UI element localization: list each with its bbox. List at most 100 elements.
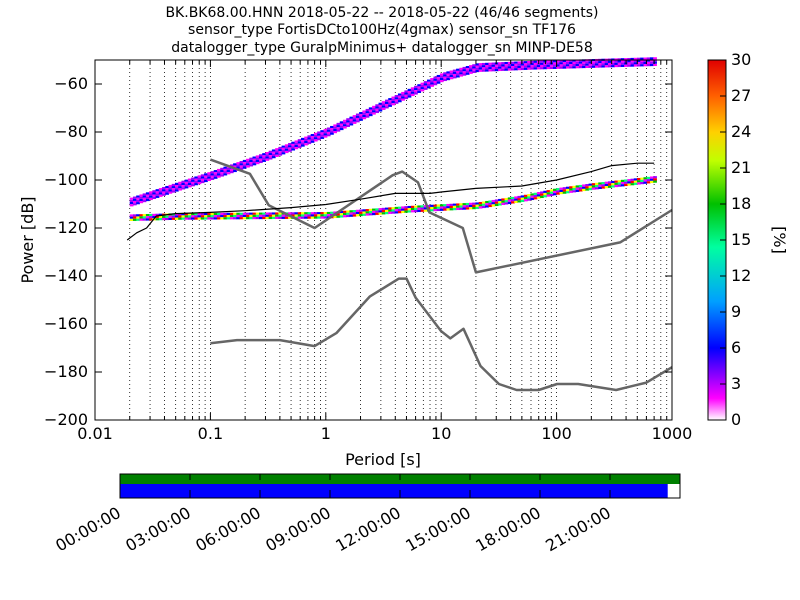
upper-density-cell (291, 143, 296, 147)
lower-density-cell (281, 214, 286, 217)
lower-density-cell (391, 211, 396, 214)
upper-density-cell (346, 118, 350, 121)
upper-density-cell (511, 66, 515, 69)
upper-density-cell (475, 69, 480, 73)
upper-density-cell (462, 73, 467, 76)
lower-density-cell (465, 205, 470, 208)
upper-density-cell (627, 57, 632, 61)
upper-density-cell (304, 138, 308, 141)
upper-density-cell (372, 110, 376, 113)
lower-density-cell (546, 194, 551, 197)
upper-density-cell (191, 177, 195, 180)
upper-density-cell (578, 61, 583, 64)
upper-density-cell (330, 125, 334, 129)
upper-density-cell (504, 66, 509, 69)
lower-density-cell (178, 213, 182, 216)
lower-density-cell (304, 216, 308, 219)
lower-density-cell (620, 182, 625, 185)
upper-density-cell (242, 162, 247, 165)
title-line-2: sensor_type FortisDCto100Hz(4gmax) senso… (188, 22, 576, 38)
upper-density-cell (536, 67, 541, 70)
lower-density-cell (643, 177, 648, 180)
lower-density-cell (410, 205, 415, 208)
upper-density-cell (165, 190, 170, 193)
lower-density-cell (355, 214, 360, 217)
upper-density-cell (139, 198, 144, 202)
lower-density-cell (220, 217, 224, 220)
lower-density-cell (288, 216, 292, 219)
lower-density-cell (562, 189, 567, 192)
lower-density-cell (145, 213, 150, 217)
lower-density-cell (313, 212, 318, 215)
lower-density-cell (155, 213, 160, 216)
upper-density-cell (559, 66, 564, 69)
lower-density-cell (342, 210, 347, 213)
lower-density-cell (168, 215, 173, 218)
title-line-3: datalogger_type GuralpMinimus+ datalogge… (171, 40, 592, 56)
lower-density-cell (359, 211, 363, 214)
upper-density-cell (258, 154, 263, 157)
colorbar-ticks: 0 3 6 9 12 15 18 21 24 27 30 (720, 50, 751, 429)
upper-density-cell (546, 62, 551, 65)
upper-density-cell (569, 64, 573, 67)
upper-density-cell (375, 106, 380, 109)
timeline-tick-label: 00:00:00 (52, 503, 124, 555)
upper-density-cell (385, 104, 389, 107)
lower-density-cell (488, 202, 493, 205)
lower-density-cell (553, 193, 557, 196)
upper-density-cell (342, 126, 347, 129)
upper-density-cell (472, 64, 476, 67)
upper-density-cell (362, 114, 367, 118)
lower-density-cell (213, 212, 218, 216)
lower-density-cell (197, 213, 202, 216)
lower-density-cell (320, 212, 325, 215)
grid-lines (129, 60, 668, 420)
lower-density-cell (355, 209, 360, 212)
upper-density-cell (174, 187, 179, 190)
lower-density-cell (498, 201, 502, 204)
x-tick-label: 1 (321, 424, 331, 443)
upper-density-cell (604, 60, 609, 64)
upper-density-cell (401, 91, 405, 95)
y-tick-label: −100 (44, 170, 88, 189)
upper-density-cell (517, 67, 522, 71)
upper-density-cell (540, 62, 544, 65)
upper-density-cell (207, 174, 212, 177)
upper-density-cell (649, 59, 654, 62)
upper-density-cell (446, 71, 451, 74)
lower-density-cell (339, 210, 344, 214)
upper-density-cell (355, 120, 360, 123)
lower-density-cell (388, 207, 392, 210)
upper-density-cell (255, 157, 260, 160)
lower-density-cell (436, 204, 441, 207)
upper-density-cell (646, 59, 651, 62)
upper-density-cell (585, 63, 590, 66)
upper-density-cell (200, 174, 205, 177)
lower-density-cell (394, 206, 399, 210)
upper-density-cell (617, 64, 622, 68)
upper-density-cell (565, 64, 570, 67)
lower-density-cell (591, 183, 596, 186)
lower-density-cell (575, 187, 580, 190)
upper-density-cell (436, 79, 441, 82)
upper-density-cell (595, 65, 599, 68)
upper-density-cell (378, 104, 383, 108)
upper-density-cell (436, 77, 441, 80)
lower-density-cell (226, 217, 231, 220)
lower-density-cell (514, 198, 518, 201)
lower-density-cell (533, 197, 538, 200)
y-tick-label: −200 (44, 410, 88, 429)
lower-density-cell (533, 192, 538, 195)
lower-density-cell (578, 189, 583, 192)
lower-density-cell (210, 215, 215, 218)
upper-density-cell (220, 172, 224, 175)
psd-plot-area: 0.01 0.1 1 10 100 1000 −200 −180 −160 −140 −120 −1… (18, 57, 692, 469)
upper-density-cell (330, 130, 334, 133)
lower-density-cell (365, 213, 370, 216)
lower-density-cell (181, 213, 186, 216)
upper-density-cell (271, 156, 276, 159)
lower-density-cell (284, 216, 289, 219)
lower-density-cell (646, 176, 651, 180)
upper-density-cell (498, 64, 502, 67)
lower-density-cell (604, 186, 609, 189)
